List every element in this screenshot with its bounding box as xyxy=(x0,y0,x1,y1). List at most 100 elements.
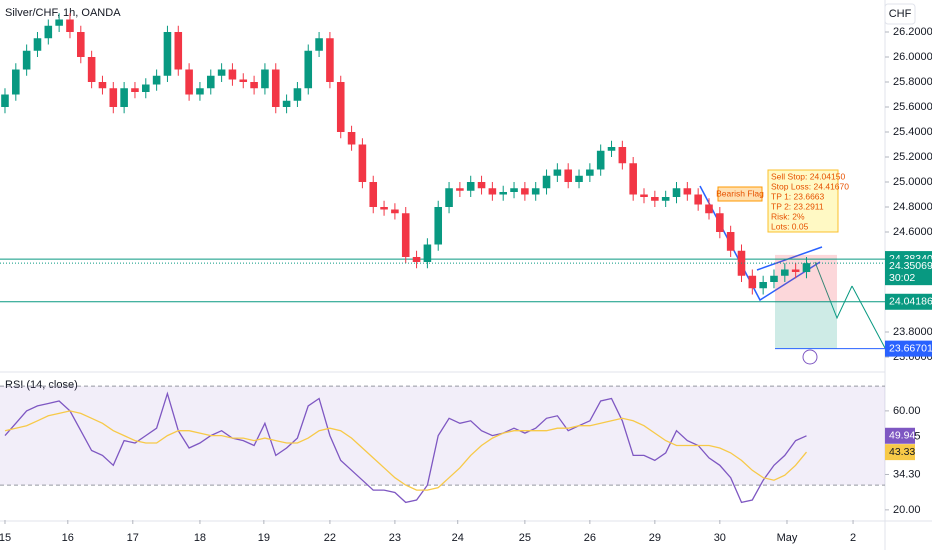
countdown: 30:02 xyxy=(889,272,915,284)
pattern-label: Bearish Flag xyxy=(716,188,764,198)
candle-body xyxy=(131,88,139,92)
candle-body xyxy=(304,50,313,89)
current-price: 24.35069 xyxy=(889,260,932,272)
candle-body xyxy=(781,269,789,276)
y-tick-label: 24.60000 xyxy=(893,226,932,238)
y-tick-label: 25.60000 xyxy=(893,101,932,113)
candle-body xyxy=(44,25,53,39)
candle-body xyxy=(358,144,367,182)
currency-box[interactable] xyxy=(884,3,916,25)
rsi-value-box xyxy=(885,427,915,444)
rsi-tick-label: 34.30 xyxy=(893,468,921,480)
candle-body xyxy=(152,75,161,85)
candle-body xyxy=(531,188,540,195)
candle-body xyxy=(521,188,529,195)
candle-body xyxy=(33,38,42,51)
rsi-title: RSI (14, close) xyxy=(5,379,78,391)
candle-body xyxy=(98,82,107,89)
candle-body xyxy=(640,194,648,197)
x-tick-label: 18 xyxy=(194,532,206,544)
candle-body xyxy=(109,88,118,107)
projection-arrow xyxy=(851,285,886,349)
order-box xyxy=(767,169,839,233)
rsi-value-box xyxy=(885,444,915,461)
target-zone xyxy=(775,301,837,349)
candle-body xyxy=(770,275,778,282)
level-box xyxy=(885,340,932,357)
candle-body xyxy=(553,169,562,176)
candle-body xyxy=(196,88,204,95)
candle-body xyxy=(423,244,432,262)
candle-body xyxy=(651,197,659,201)
order-line: Stop Loss: 24.41670 xyxy=(771,181,849,191)
rsi-line xyxy=(4,410,808,491)
candle-body xyxy=(336,82,345,132)
candle-body xyxy=(228,69,237,80)
candle-body xyxy=(791,269,800,272)
y-tick-label: 25.40000 xyxy=(893,126,932,138)
candle-body xyxy=(347,132,356,145)
candle-body xyxy=(748,275,757,289)
y-tick-label: 26.00000 xyxy=(893,51,932,63)
alert-icon[interactable] xyxy=(802,349,818,365)
candle-body xyxy=(705,204,713,214)
y-tick-label: 25.20000 xyxy=(893,151,932,163)
x-tick-label: 16 xyxy=(62,532,74,544)
x-tick-label: 2 xyxy=(850,532,856,544)
x-tick-label: May xyxy=(777,532,798,544)
y-tick-label: 24.80000 xyxy=(893,201,932,213)
candle-body xyxy=(618,147,627,164)
order-line: TP 2: 23.2911 xyxy=(771,201,824,211)
candle-body xyxy=(434,207,443,245)
candle-body xyxy=(672,188,681,197)
candle-body xyxy=(542,175,551,189)
x-tick-label: 29 xyxy=(649,532,661,544)
candle-body xyxy=(477,182,486,189)
order-line: Sell Stop: 24.04150 xyxy=(771,171,845,181)
flag-top xyxy=(756,246,823,271)
candle-body xyxy=(726,232,735,251)
candle-body xyxy=(282,100,291,107)
candle-body xyxy=(683,188,692,195)
x-tick-label: 23 xyxy=(389,532,401,544)
x-tick-label: 15 xyxy=(0,532,11,544)
candle-body xyxy=(217,69,226,76)
y-tick-label: 26.20000 xyxy=(893,26,932,38)
candle-body xyxy=(22,50,31,70)
x-tick-label: 26 xyxy=(584,532,596,544)
candle-body xyxy=(293,88,302,101)
candle-body xyxy=(564,169,572,182)
candle-body xyxy=(261,69,269,89)
candle-body xyxy=(456,188,464,191)
currency: CHF xyxy=(889,8,912,20)
candle-body xyxy=(1,94,9,107)
rsi-line xyxy=(4,391,807,504)
candle-body xyxy=(586,169,594,176)
order-line: TP 1: 23.6663 xyxy=(771,191,825,201)
x-tick-label: 25 xyxy=(519,532,531,544)
candle-body xyxy=(163,32,172,76)
candle-body xyxy=(510,188,518,192)
candle-body xyxy=(694,194,702,205)
candle-body xyxy=(488,188,497,195)
candle-body xyxy=(759,282,767,289)
projection-arrow xyxy=(814,261,853,320)
level-label: 24.04186 xyxy=(889,296,932,308)
candle-body xyxy=(802,263,811,272)
candle-body xyxy=(315,38,323,51)
candle-body xyxy=(326,38,334,82)
candle-body xyxy=(12,69,20,95)
candle-body xyxy=(87,57,96,82)
x-tick-label: 17 xyxy=(127,532,139,544)
candle-body xyxy=(391,209,399,214)
candle-body xyxy=(174,32,183,70)
y-tick-label: 25.00000 xyxy=(893,176,932,188)
candle-body xyxy=(250,82,258,89)
candle-body xyxy=(716,213,724,232)
x-tick-label: 24 xyxy=(452,532,464,544)
symbol-title: Silver/CHF, 1h, OANDA xyxy=(5,7,121,19)
candle-body xyxy=(466,182,475,191)
x-tick-label: 30 xyxy=(714,532,726,544)
